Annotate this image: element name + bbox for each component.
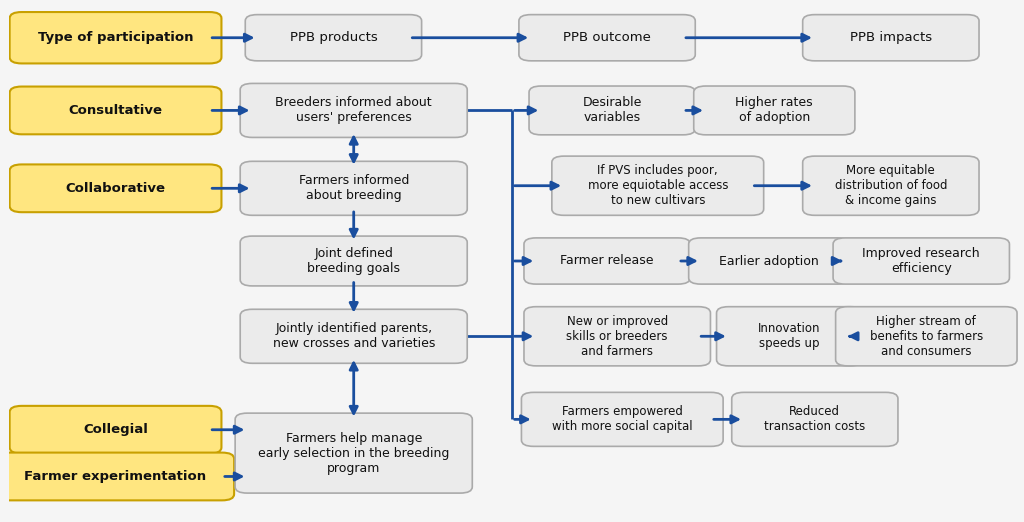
Text: PPB products: PPB products: [290, 31, 377, 44]
FancyBboxPatch shape: [246, 15, 422, 61]
FancyBboxPatch shape: [241, 161, 467, 215]
FancyBboxPatch shape: [0, 453, 234, 501]
Text: Farmers empowered
with more social capital: Farmers empowered with more social capit…: [552, 406, 692, 433]
Text: New or improved
skills or breeders
and farmers: New or improved skills or breeders and f…: [566, 315, 668, 358]
Text: Improved research
efficiency: Improved research efficiency: [862, 247, 980, 275]
Text: Breeders informed about
users' preferences: Breeders informed about users' preferenc…: [275, 97, 432, 124]
Text: Desirable
variables: Desirable variables: [583, 97, 642, 124]
FancyBboxPatch shape: [717, 307, 862, 366]
FancyBboxPatch shape: [521, 393, 723, 446]
FancyBboxPatch shape: [803, 15, 979, 61]
FancyBboxPatch shape: [241, 84, 467, 137]
FancyBboxPatch shape: [732, 393, 898, 446]
Text: Jointly identified parents,
new crosses and varieties: Jointly identified parents, new crosses …: [272, 322, 435, 350]
FancyBboxPatch shape: [9, 406, 221, 454]
FancyBboxPatch shape: [693, 86, 855, 135]
FancyBboxPatch shape: [529, 86, 695, 135]
FancyBboxPatch shape: [241, 310, 467, 363]
FancyBboxPatch shape: [552, 156, 764, 215]
Text: Farmer release: Farmer release: [560, 255, 654, 267]
FancyBboxPatch shape: [689, 238, 850, 284]
FancyBboxPatch shape: [836, 307, 1017, 366]
Text: Farmers informed
about breeding: Farmers informed about breeding: [299, 174, 409, 203]
Text: Collaborative: Collaborative: [66, 182, 166, 195]
Text: If PVS includes poor,
more equiotable access
to new cultivars: If PVS includes poor, more equiotable ac…: [588, 164, 728, 207]
FancyBboxPatch shape: [803, 156, 979, 215]
Text: Higher rates
of adoption: Higher rates of adoption: [735, 97, 813, 124]
Text: Higher stream of
benefits to farmers
and consumers: Higher stream of benefits to farmers and…: [869, 315, 983, 358]
Text: Reduced
transaction costs: Reduced transaction costs: [764, 406, 865, 433]
Text: Farmer experimentation: Farmer experimentation: [25, 470, 207, 483]
FancyBboxPatch shape: [524, 238, 690, 284]
Text: Joint defined
breeding goals: Joint defined breeding goals: [307, 247, 400, 275]
Text: More equitable
distribution of food
& income gains: More equitable distribution of food & in…: [835, 164, 947, 207]
FancyBboxPatch shape: [519, 15, 695, 61]
Text: Type of participation: Type of participation: [38, 31, 194, 44]
FancyBboxPatch shape: [9, 87, 221, 134]
FancyBboxPatch shape: [524, 307, 711, 366]
Text: Consultative: Consultative: [69, 104, 163, 117]
FancyBboxPatch shape: [9, 12, 221, 64]
FancyBboxPatch shape: [834, 238, 1010, 284]
Text: PPB impacts: PPB impacts: [850, 31, 932, 44]
Text: Farmers help manage
early selection in the breeding
program: Farmers help manage early selection in t…: [258, 432, 450, 474]
FancyBboxPatch shape: [236, 413, 472, 493]
FancyBboxPatch shape: [241, 236, 467, 286]
Text: Innovation
speeds up: Innovation speeds up: [758, 322, 821, 350]
Text: PPB outcome: PPB outcome: [563, 31, 651, 44]
Text: Earlier adoption: Earlier adoption: [720, 255, 819, 267]
Text: Collegial: Collegial: [83, 423, 148, 436]
FancyBboxPatch shape: [9, 164, 221, 212]
